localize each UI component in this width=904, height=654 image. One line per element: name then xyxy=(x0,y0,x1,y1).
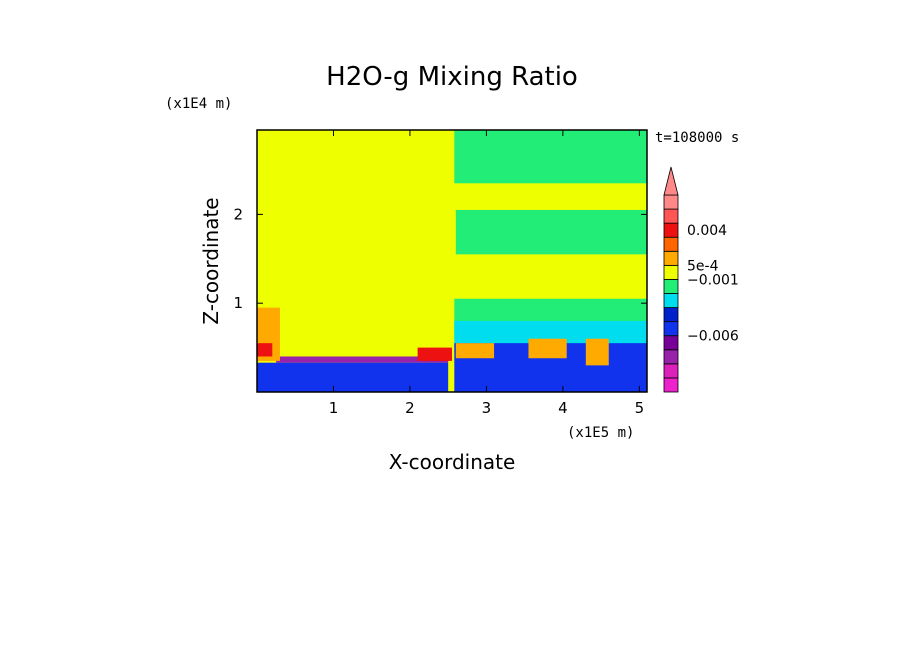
colorbar-swatch xyxy=(663,279,679,294)
x-tick-label: 3 xyxy=(482,399,492,417)
colorbar-extend-arrow xyxy=(663,166,679,196)
chart-title: H2O-g Mixing Ratio xyxy=(326,62,578,92)
contour-region-left-surface-blue xyxy=(257,362,449,392)
contour-region-upper-right-green xyxy=(454,130,647,184)
colorbar-swatch xyxy=(663,307,679,323)
colorbar-swatch xyxy=(663,194,679,210)
colorbar-swatch xyxy=(663,321,679,337)
contour-region-left-purple-layer xyxy=(276,356,449,363)
colorbar-swatch xyxy=(663,250,679,266)
contour-region-orange-blob-2 xyxy=(528,338,567,359)
contour-region-band-green xyxy=(455,209,647,255)
colorbar-label: 0.004 xyxy=(687,223,727,239)
contour-region-left-edge-red xyxy=(257,343,273,357)
colorbar-swatch xyxy=(663,377,679,393)
x-axis: 1 2 3 4 5 xyxy=(329,130,644,417)
x-tick-label: 2 xyxy=(405,399,415,417)
x-axis-label: X-coordinate xyxy=(389,450,516,474)
y-axis: 12 xyxy=(233,205,647,312)
colorbar: 0.004 5e-4−0.001 −0.006 xyxy=(663,166,739,393)
y-tick-label: 1 xyxy=(233,294,243,312)
colorbar-label: −0.006 xyxy=(687,329,739,345)
plot-area xyxy=(257,130,647,392)
y-scale-label: (x1E4 m) xyxy=(165,96,232,112)
colorbar-swatch xyxy=(663,363,679,379)
colorbar-swatch xyxy=(663,222,679,238)
colorbar-swatch xyxy=(663,293,679,308)
contour-region-orange-blob-3 xyxy=(585,338,609,366)
colorbar-swatch xyxy=(663,236,679,252)
x-tick-label: 4 xyxy=(558,399,568,417)
y-tick-label: 2 xyxy=(233,205,243,223)
x-scale-label: (x1E5 m) xyxy=(567,425,634,441)
colorbar-swatch xyxy=(663,264,679,280)
contour-region-orange-blob-1 xyxy=(455,343,495,359)
contour-region-mid-red-plume xyxy=(417,347,452,361)
colorbar-swatch xyxy=(663,335,679,351)
x-tick-label: 1 xyxy=(329,399,339,417)
time-label: t=108000 s xyxy=(655,130,739,146)
y-axis-label: Z-coordinate xyxy=(199,197,223,324)
plot-frame xyxy=(256,129,648,393)
colorbar-label: −0.001 xyxy=(687,272,739,288)
colorbar-swatch xyxy=(663,208,679,224)
colorbar-swatch xyxy=(663,349,679,365)
colorbar-label: 5e-4 xyxy=(687,258,719,274)
x-tick-label: 5 xyxy=(635,399,645,417)
